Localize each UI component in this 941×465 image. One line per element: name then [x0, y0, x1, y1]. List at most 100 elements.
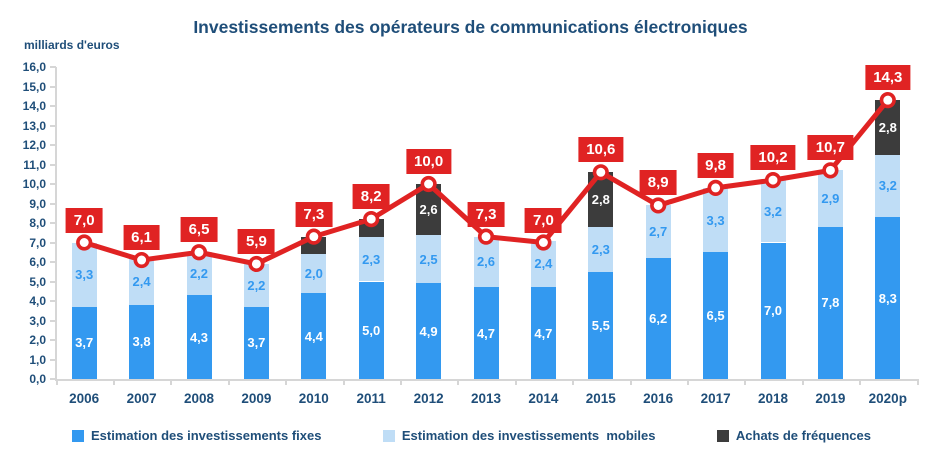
bar-segment-label: 4,7: [534, 325, 553, 341]
y-tick-label: 6,0: [29, 255, 46, 269]
x-tick-label-2011: 2011: [356, 391, 386, 406]
bar-segment-label: 5,5: [591, 317, 610, 333]
bar-segment-fixes-2012: 4,9: [416, 283, 442, 379]
y-tick-label: 14,0: [22, 99, 46, 113]
bar-segment-label: 2,9: [821, 191, 840, 207]
total-label-2014: 7,0: [524, 207, 562, 233]
bar-segment-fixes-2006: 3,7: [71, 306, 97, 379]
y-tick-mark: [50, 339, 56, 341]
bar-segment-label: 7,0: [763, 303, 783, 319]
bar-segment-label: 2,8: [591, 192, 610, 208]
total-label-2017: 9,8: [697, 152, 735, 178]
x-tick-mark: [285, 379, 288, 385]
bar-segment-mobiles-2008: 2,2: [186, 252, 212, 296]
total-label-2020p: 14,3: [865, 65, 911, 91]
y-tick-mark: [50, 85, 56, 88]
bar-segment-fixes-2008: 4,3: [186, 295, 212, 379]
x-tick-mark: [514, 379, 517, 385]
y-tick-mark: [50, 241, 56, 244]
bar-segment-label: 2,0: [304, 266, 323, 282]
y-tick-mark: [50, 378, 56, 380]
total-label-2016: 8,9: [639, 170, 677, 196]
bar-segment-mobiles-2014: 2,4: [530, 240, 556, 288]
y-tick-mark: [50, 300, 56, 302]
bar-segment-fixes-2014: 4,7: [530, 287, 556, 379]
bar-segment-mobiles-2010: 2,0: [301, 254, 327, 294]
y-tick-mark: [50, 144, 56, 146]
x-tick-label-2014: 2014: [528, 391, 559, 406]
bar-segment-label: 5,0: [362, 322, 381, 338]
legend-swatch-fixes: [72, 429, 84, 442]
bar-segment-label: 8,3: [878, 290, 897, 306]
bar-segment-label: 4,3: [189, 329, 209, 345]
x-tick-mark: [629, 379, 632, 385]
bar-segment-label: 4,4: [304, 328, 323, 344]
x-tick-label-2018: 2018: [757, 391, 789, 406]
bar-segment-frequences-2012: 2,6: [416, 184, 442, 235]
bar-segment-fixes-2018: 7,0: [760, 242, 786, 379]
bar-segment-label: 2,2: [189, 266, 209, 282]
bar-segment-label: 2,5: [419, 251, 438, 267]
bar-segment-label: 3,7: [247, 335, 266, 351]
bar-segment-label: 3,8: [132, 334, 151, 350]
y-axis-title: milliards d'euros: [24, 38, 120, 52]
bar-segment-label: 2,6: [419, 201, 438, 217]
legend-item-frequences: Achats de fréquences: [716, 428, 871, 443]
x-tick-label-2016: 2016: [643, 391, 674, 406]
y-tick-label: 3,0: [29, 313, 46, 328]
y-tick-mark: [50, 163, 56, 166]
y-tick-label: 0,0: [29, 372, 46, 386]
x-tick-mark: [744, 379, 747, 385]
bar-segment-mobiles-2013: 2,6: [473, 236, 499, 288]
bar-segment-fixes-2007: 3,8: [129, 304, 155, 379]
bar-segment-label: 2,4: [132, 273, 151, 289]
bar-segment-mobiles-2017: 3,3: [703, 187, 729, 253]
y-tick-label: 10,0: [22, 177, 46, 191]
bar-segment-label: 3,3: [75, 267, 94, 283]
y-tick-mark: [50, 105, 56, 107]
x-tick-label-2019: 2019: [815, 391, 846, 406]
y-tick-mark: [50, 202, 56, 205]
x-tick-mark: [916, 379, 919, 385]
bar-segment-mobiles-2006: 3,3: [71, 242, 97, 307]
x-tick-mark: [457, 379, 460, 385]
legend-swatch-mobiles: [382, 429, 395, 442]
total-label-2006: 7,0: [65, 207, 103, 233]
bar-segment-label: 6,5: [706, 308, 725, 324]
x-tick-label-2009: 2009: [241, 391, 272, 406]
total-label-2013: 7,3: [467, 201, 505, 227]
x-tick-label-2017: 2017: [700, 391, 731, 406]
bar-segment-label: 4,7: [476, 325, 496, 341]
y-tick-mark: [50, 261, 56, 263]
x-tick-label-2007: 2007: [126, 391, 157, 406]
y-tick-mark: [50, 66, 56, 68]
bar-segment-mobiles-2007: 2,4: [129, 258, 155, 305]
x-tick-mark: [801, 379, 804, 385]
y-tick-label: 7,0: [29, 235, 46, 250]
y-tick-label: 9,0: [29, 196, 46, 211]
x-tick-mark: [55, 379, 58, 385]
bar-segment-label: 2,3: [362, 251, 381, 267]
y-tick-label: 15,0: [22, 79, 46, 94]
legend: Estimation des investissements fixes Esti…: [72, 428, 871, 443]
x-axis-line: [55, 379, 918, 381]
legend-swatch-frequences: [716, 429, 729, 442]
x-tick-mark: [227, 379, 230, 385]
y-axis-line: [55, 67, 57, 380]
x-tick-label-2010: 2010: [298, 391, 329, 406]
y-tick-label: 13,0: [22, 118, 46, 133]
y-tick-label: 1,0: [29, 352, 46, 367]
x-tick-mark: [112, 379, 115, 385]
total-label-2018: 10,2: [750, 145, 796, 171]
y-tick-mark: [50, 124, 56, 127]
total-label-2011: 8,2: [352, 184, 390, 210]
bar-segment-label: 4,9: [419, 323, 438, 339]
bar-segment-fixes-2019: 7,8: [817, 226, 843, 379]
y-tick-mark: [50, 183, 56, 185]
x-tick-mark: [170, 379, 173, 385]
bar-segment-label: 2,7: [649, 224, 668, 240]
bar-segment-frequences-2011: [358, 219, 384, 237]
bar-segment-frequences-2020p: 2,8: [875, 100, 901, 155]
y-tick-label: 8,0: [29, 216, 46, 230]
